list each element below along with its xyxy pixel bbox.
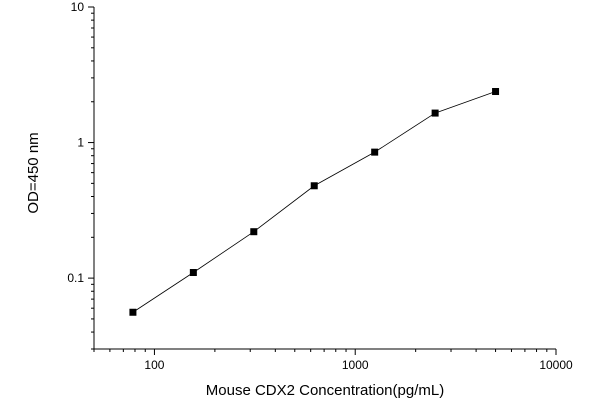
x-tick-label: 100	[144, 358, 164, 372]
data-point	[492, 88, 500, 96]
data-point	[371, 148, 379, 156]
y-tick-label: 1	[77, 136, 84, 150]
ticks: 100 1000 10000 0.1 1 10	[67, 0, 573, 372]
series-line-layer	[132, 91, 496, 313]
y-tick-label: 0.1	[67, 271, 84, 285]
x-axis-title: Mouse CDX2 Concentration(pg/mL)	[206, 382, 444, 399]
axes	[93, 7, 556, 350]
data-point	[250, 228, 258, 236]
data-point	[310, 182, 318, 190]
data-points	[129, 88, 500, 316]
data-point	[431, 109, 439, 117]
data-point	[189, 269, 197, 277]
y-axis-title: OD=450 nm	[25, 132, 42, 213]
x-tick-label: 1000	[342, 358, 369, 372]
series-line	[132, 91, 496, 313]
y-tick-label: 10	[71, 0, 85, 14]
x-tick-label: 10000	[539, 358, 573, 372]
data-point	[129, 308, 137, 316]
